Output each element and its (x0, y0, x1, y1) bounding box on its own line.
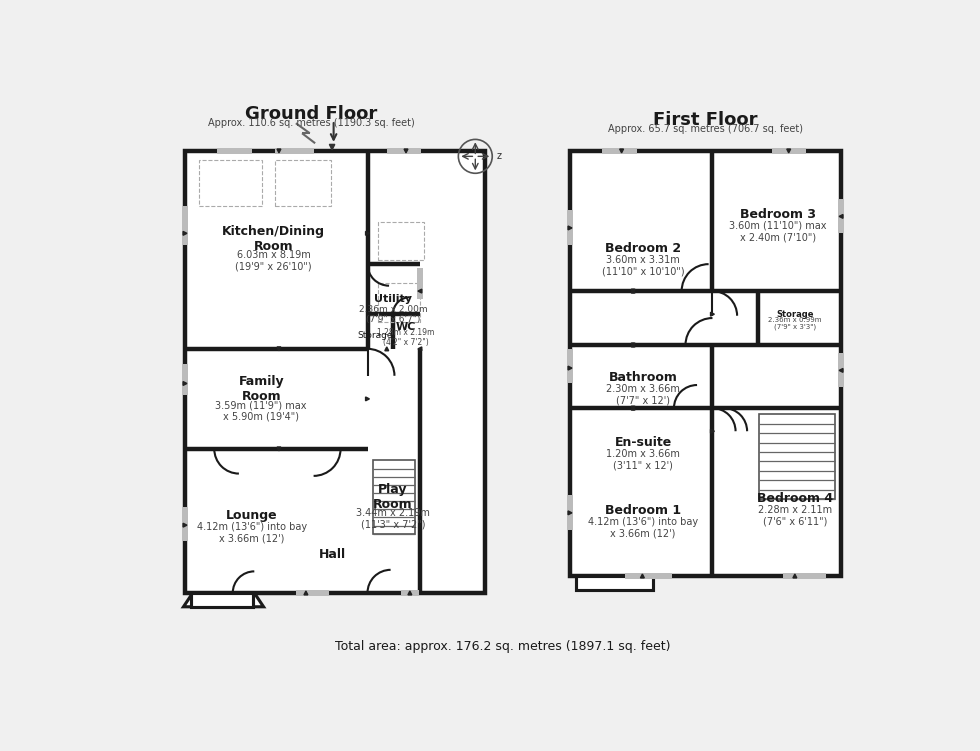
Polygon shape (631, 406, 635, 410)
Text: 3.60m x 3.31m
(11'10" x 10'10"): 3.60m x 3.31m (11'10" x 10'10") (602, 255, 684, 276)
Bar (373, 460, 416, 534)
Polygon shape (183, 231, 187, 235)
Bar (387, 148, 421, 154)
Polygon shape (568, 226, 572, 230)
Text: 3.60m (11'10") max
x 2.40m (7'10"): 3.60m (11'10") max x 2.40m (7'10") (729, 221, 827, 242)
Bar (567, 349, 573, 384)
Bar (296, 590, 329, 596)
Polygon shape (568, 366, 572, 370)
Text: 6.03m x 8.19m
(19'9" x 26'10"): 6.03m x 8.19m (19'9" x 26'10") (235, 250, 312, 272)
Bar (182, 207, 188, 245)
Polygon shape (183, 382, 187, 385)
Bar (570, 151, 841, 576)
Text: Bedroom 2: Bedroom 2 (605, 243, 681, 255)
Bar (377, 283, 419, 322)
Bar (401, 590, 419, 596)
Bar (760, 415, 835, 499)
Polygon shape (277, 347, 281, 351)
Text: Play
Room: Play Room (373, 483, 413, 511)
Polygon shape (631, 343, 635, 347)
Polygon shape (619, 149, 623, 153)
Polygon shape (417, 347, 421, 351)
Text: z: z (497, 152, 502, 161)
Text: WC: WC (396, 322, 416, 332)
Text: 2.36m x 0.99m
(7'9" x 3'3"): 2.36m x 0.99m (7'9" x 3'3") (768, 317, 821, 330)
Bar (576, 576, 654, 590)
Bar (838, 199, 844, 234)
Polygon shape (631, 343, 635, 347)
Text: En-suite: En-suite (614, 436, 671, 449)
Bar (218, 148, 252, 154)
Polygon shape (366, 397, 369, 401)
Text: Bedroom 4: Bedroom 4 (757, 493, 833, 505)
Polygon shape (183, 593, 264, 607)
Bar (838, 353, 844, 388)
Polygon shape (366, 231, 369, 235)
Polygon shape (793, 574, 797, 578)
Bar (625, 573, 671, 579)
Bar (377, 222, 423, 261)
Text: Bedroom 3: Bedroom 3 (740, 207, 816, 221)
Text: Total area: approx. 176.2 sq. metres (1897.1 sq. feet): Total area: approx. 176.2 sq. metres (18… (334, 641, 670, 653)
Bar (182, 507, 188, 541)
Polygon shape (404, 149, 408, 153)
Polygon shape (417, 289, 421, 293)
Bar (182, 364, 188, 395)
Text: Storage: Storage (776, 309, 813, 318)
Polygon shape (568, 511, 572, 514)
Text: 1.20m x 3.66m
(3'11" x 12'): 1.20m x 3.66m (3'11" x 12') (607, 449, 680, 471)
Bar (199, 160, 262, 207)
Text: 4.12m (13'6") into bay
x 3.66m (12'): 4.12m (13'6") into bay x 3.66m (12') (588, 517, 698, 538)
Polygon shape (183, 523, 187, 527)
Polygon shape (641, 574, 644, 578)
Polygon shape (385, 347, 389, 351)
Text: 3.59m (11'9") max
x 5.90m (19'4"): 3.59m (11'9") max x 5.90m (19'4") (216, 400, 307, 422)
Text: 1.28m x 2.19m
(4'2" x 7'2"): 1.28m x 2.19m (4'2" x 7'2") (377, 327, 435, 347)
Text: Bedroom 1: Bedroom 1 (605, 504, 681, 517)
Polygon shape (787, 149, 791, 153)
Bar (783, 573, 826, 579)
Polygon shape (710, 430, 714, 433)
Polygon shape (277, 447, 281, 451)
Text: Kitchen/Dining
Room: Kitchen/Dining Room (222, 225, 325, 253)
Polygon shape (329, 144, 335, 149)
Text: First Floor: First Floor (654, 111, 758, 129)
Text: Ground Floor: Ground Floor (245, 105, 377, 123)
Text: Lounge: Lounge (226, 509, 277, 523)
Bar (567, 210, 573, 245)
Text: 2.30m x 3.66m
(7'7" x 12'): 2.30m x 3.66m (7'7" x 12') (607, 384, 680, 406)
Polygon shape (839, 215, 843, 219)
Bar (275, 160, 330, 207)
Polygon shape (304, 591, 308, 595)
Bar (772, 148, 807, 154)
Text: 4.12m (13'6") into bay
x 3.66m (12'): 4.12m (13'6") into bay x 3.66m (12') (197, 523, 307, 544)
Text: 2.28m x 2.11m
(7'6" x 6'11"): 2.28m x 2.11m (7'6" x 6'11") (758, 505, 832, 527)
Text: 3.44m x 2.19m
(11'3" x 7'2"): 3.44m x 2.19m (11'3" x 7'2") (356, 508, 430, 529)
Text: 2.36m x 2.00m
(7'9" x 6'7"): 2.36m x 2.00m (7'9" x 6'7") (359, 305, 427, 324)
Text: Family
Room: Family Room (238, 375, 284, 403)
Bar (416, 268, 423, 299)
Bar (275, 148, 314, 154)
Bar (567, 495, 573, 529)
Text: Hall: Hall (319, 548, 346, 561)
Text: Approx. 110.6 sq. metres (1190.3 sq. feet): Approx. 110.6 sq. metres (1190.3 sq. fee… (208, 118, 415, 128)
Polygon shape (631, 289, 635, 293)
Text: Utility: Utility (374, 294, 412, 304)
Bar (603, 148, 637, 154)
Bar (185, 151, 485, 593)
Polygon shape (710, 312, 714, 316)
Polygon shape (631, 406, 635, 410)
Text: Bathroom: Bathroom (609, 371, 677, 384)
Text: Approx. 65.7 sq. metres (706.7 sq. feet): Approx. 65.7 sq. metres (706.7 sq. feet) (608, 125, 803, 134)
Bar (191, 593, 253, 607)
Text: Storage: Storage (358, 331, 393, 340)
Polygon shape (408, 591, 412, 595)
Polygon shape (277, 149, 281, 153)
Polygon shape (631, 289, 635, 293)
Polygon shape (839, 369, 843, 372)
